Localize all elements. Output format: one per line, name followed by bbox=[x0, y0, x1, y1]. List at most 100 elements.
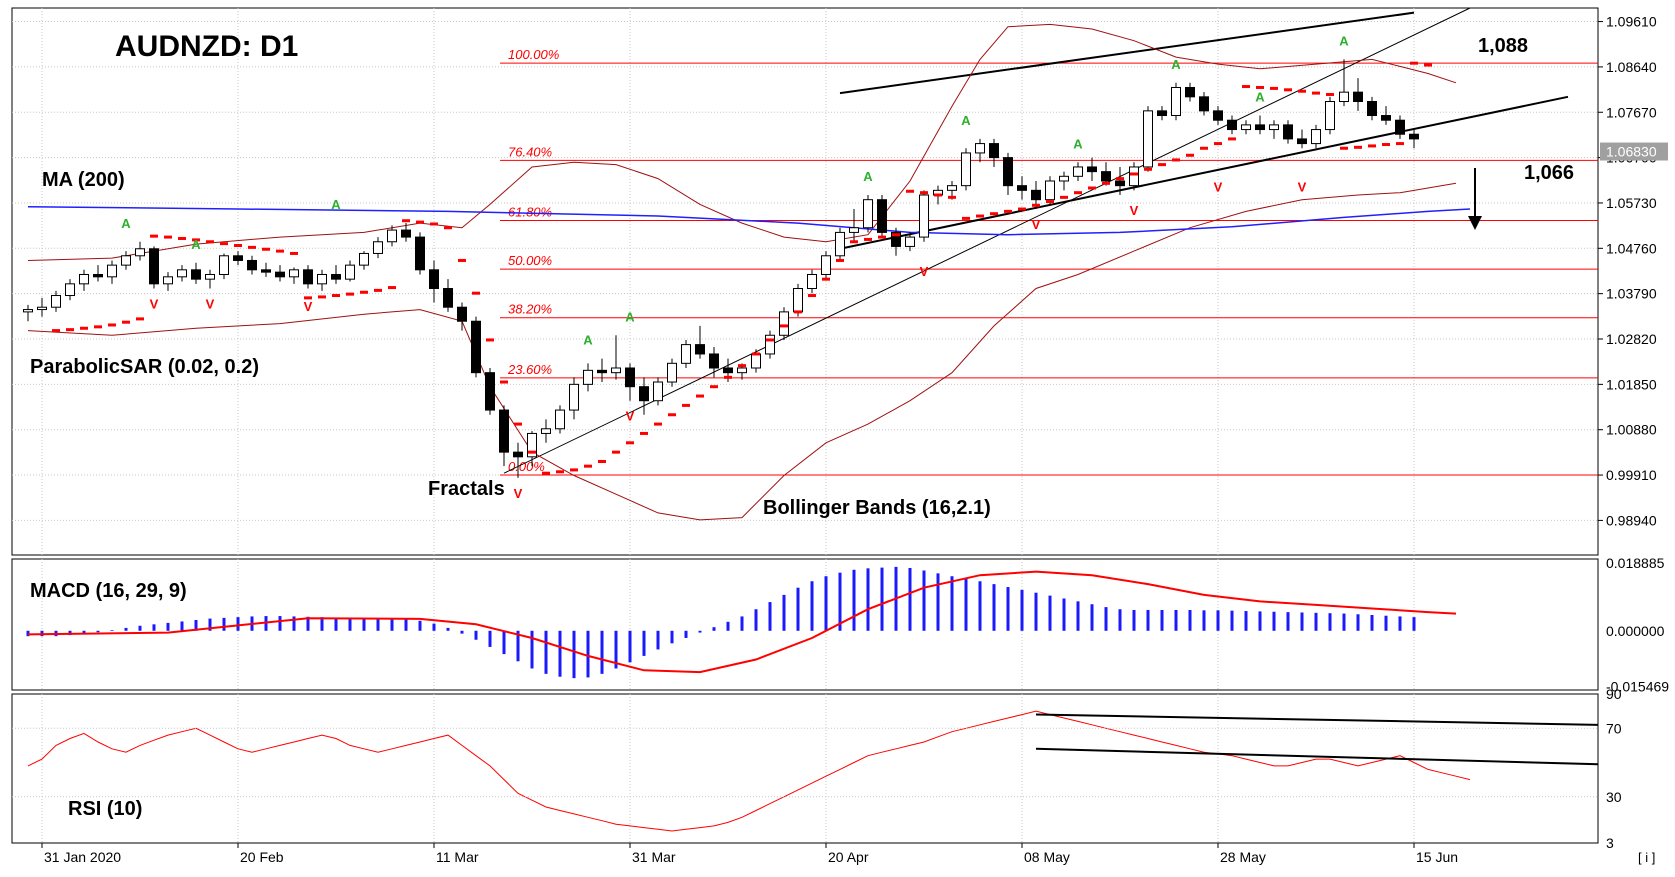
sar-dot bbox=[752, 352, 760, 356]
y-tick-label: 0.98940 bbox=[1606, 512, 1657, 528]
candle-up bbox=[177, 269, 187, 278]
sar-dot bbox=[234, 244, 242, 248]
channel-lower-line bbox=[839, 95, 1569, 250]
sar-dot bbox=[892, 233, 900, 237]
sar-dot bbox=[318, 295, 326, 299]
corner-info-button[interactable]: [ i ] bbox=[1638, 850, 1655, 865]
sar-dot bbox=[724, 375, 732, 379]
candle-up bbox=[527, 432, 537, 458]
candle-down bbox=[1101, 171, 1111, 182]
y-tick-label: 1.05730 bbox=[1606, 195, 1657, 211]
sar-dot bbox=[850, 240, 858, 244]
candle-down bbox=[723, 367, 733, 374]
sar-dot bbox=[682, 403, 690, 407]
sar-dot bbox=[1326, 92, 1334, 96]
fractal-up-marker: A bbox=[1171, 57, 1181, 72]
candle-down bbox=[639, 386, 649, 402]
x-tick-label: 31 Mar bbox=[632, 849, 676, 865]
candle-up bbox=[807, 273, 817, 290]
fractal-up-marker: A bbox=[1073, 136, 1083, 151]
sar-dot bbox=[1256, 85, 1264, 89]
fractal-down-marker: V bbox=[1298, 180, 1307, 195]
sar-dot bbox=[976, 214, 984, 218]
sar-dot bbox=[192, 238, 200, 242]
sar-dot bbox=[528, 450, 536, 454]
sar-dot bbox=[164, 235, 172, 239]
sar-dot bbox=[290, 251, 298, 255]
sar-dot bbox=[220, 242, 228, 246]
candle-up bbox=[779, 311, 789, 336]
candle-down bbox=[1199, 96, 1209, 112]
sar-dot bbox=[906, 189, 914, 193]
sar-dot bbox=[710, 385, 718, 389]
candle-up bbox=[961, 152, 971, 187]
sar-dot bbox=[416, 220, 424, 224]
sar-dot bbox=[486, 338, 494, 342]
sar-dot bbox=[1200, 146, 1208, 150]
candle-down bbox=[1213, 110, 1223, 121]
candle-up bbox=[163, 276, 173, 285]
sar-dot bbox=[864, 237, 872, 241]
candle-down bbox=[891, 231, 901, 247]
sar-dot bbox=[136, 317, 144, 321]
x-tick-label: 28 May bbox=[1220, 849, 1266, 865]
candle-down bbox=[1157, 110, 1167, 117]
fractal-down-marker: V bbox=[304, 299, 313, 314]
sar-dot bbox=[94, 325, 102, 329]
candle-down bbox=[1353, 91, 1363, 103]
candle-up bbox=[905, 236, 915, 247]
support-trend-line bbox=[503, 7, 1471, 474]
candle-up bbox=[121, 255, 131, 266]
candle-down bbox=[149, 248, 159, 285]
candle-up bbox=[37, 306, 47, 311]
panel-frame-2 bbox=[11, 558, 1599, 691]
candle-down bbox=[1185, 86, 1195, 98]
sar-dot bbox=[332, 294, 340, 298]
fractal-up-marker: A bbox=[1255, 90, 1265, 105]
sar-dot bbox=[1382, 143, 1390, 147]
sar-dot bbox=[1018, 207, 1026, 211]
sar-dot bbox=[150, 234, 158, 238]
sar-dot bbox=[808, 294, 816, 298]
sar-dot bbox=[304, 296, 312, 300]
candle-up bbox=[975, 143, 985, 154]
candle-down bbox=[303, 269, 313, 285]
x-tick-label: 31 Jan 2020 bbox=[44, 849, 121, 865]
sar-label: ParabolicSAR (0.02, 0.2) bbox=[30, 356, 259, 378]
candle-down bbox=[443, 288, 453, 308]
sar-dot bbox=[1312, 91, 1320, 95]
fib-level-label: 0.00% bbox=[508, 459, 545, 474]
candle-down bbox=[93, 273, 103, 278]
sar-dot bbox=[1088, 186, 1096, 190]
sar-dot bbox=[878, 235, 886, 239]
fractal-down-marker: V bbox=[206, 297, 215, 312]
sar-dot bbox=[1032, 203, 1040, 207]
sar-dot bbox=[1228, 137, 1236, 141]
candle-up bbox=[289, 269, 299, 278]
candle-up bbox=[1311, 129, 1321, 145]
sar-dot bbox=[178, 236, 186, 240]
sar-dot bbox=[1130, 172, 1138, 176]
candle-down bbox=[597, 369, 607, 374]
candle-up bbox=[1073, 166, 1083, 177]
sar-dot bbox=[1214, 142, 1222, 146]
macd-y-tick-label: -0.015469 bbox=[1606, 678, 1669, 694]
candle-up bbox=[387, 229, 397, 243]
candle-up bbox=[667, 362, 677, 383]
sar-dot bbox=[402, 219, 410, 223]
sar-dot bbox=[836, 258, 844, 262]
macd-signal-line bbox=[27, 570, 1457, 674]
x-tick-label: 20 Apr bbox=[828, 849, 869, 865]
fractal-up-marker: A bbox=[331, 197, 341, 212]
y-tick-label: 1.08640 bbox=[1606, 59, 1657, 75]
sar-dot bbox=[1298, 89, 1306, 93]
candle-up bbox=[1325, 101, 1335, 131]
sar-dot bbox=[598, 459, 606, 463]
fractal-up-marker: A bbox=[961, 113, 971, 128]
sar-dot bbox=[80, 326, 88, 330]
sar-dot bbox=[206, 240, 214, 244]
sar-dot bbox=[668, 413, 676, 417]
macd-label: MACD (16, 29, 9) bbox=[30, 580, 187, 602]
